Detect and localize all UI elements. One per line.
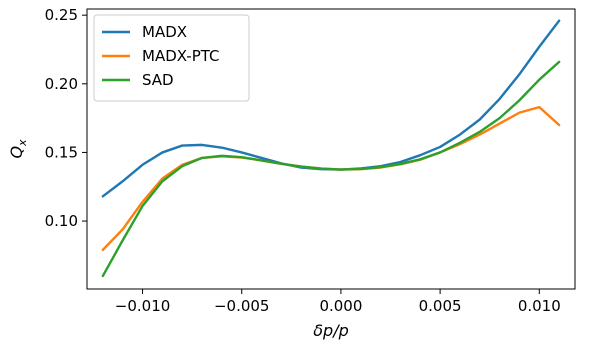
x-tick-label: −0.005 xyxy=(214,297,270,315)
legend-label: SAD xyxy=(142,71,174,89)
x-tick-label: 0.000 xyxy=(319,297,362,315)
legend-label: MADX xyxy=(142,23,187,41)
y-tick-label: 0.20 xyxy=(45,75,78,93)
x-tick-label: −0.010 xyxy=(115,297,171,315)
series-lines xyxy=(101,19,561,278)
series-line-sad xyxy=(101,60,561,278)
y-axis-ticks: 0.10 0.15 0.20 0.25 xyxy=(45,6,87,230)
y-tick-label: 0.15 xyxy=(45,143,78,161)
y-axis-label-main: Q xyxy=(7,146,26,159)
y-tick-label: 0.10 xyxy=(45,212,78,230)
x-tick-label: 0.010 xyxy=(518,297,561,315)
legend-box xyxy=(93,14,250,102)
x-tick-label: 0.005 xyxy=(419,297,462,315)
svg-text:Qx: Qx xyxy=(7,139,29,159)
legend-label: MADX-PTC xyxy=(142,47,220,65)
y-tick-label: 0.25 xyxy=(45,6,78,24)
legend: MADX MADX-PTC SAD xyxy=(93,14,250,102)
x-axis-ticks: −0.010 −0.005 0.000 0.005 0.010 xyxy=(115,289,561,315)
y-axis-label: Qx xyxy=(7,139,29,159)
plot-area-frame xyxy=(86,8,576,290)
y-axis-label-subscript: x xyxy=(16,139,29,147)
x-axis-label: δp/p xyxy=(313,321,349,340)
